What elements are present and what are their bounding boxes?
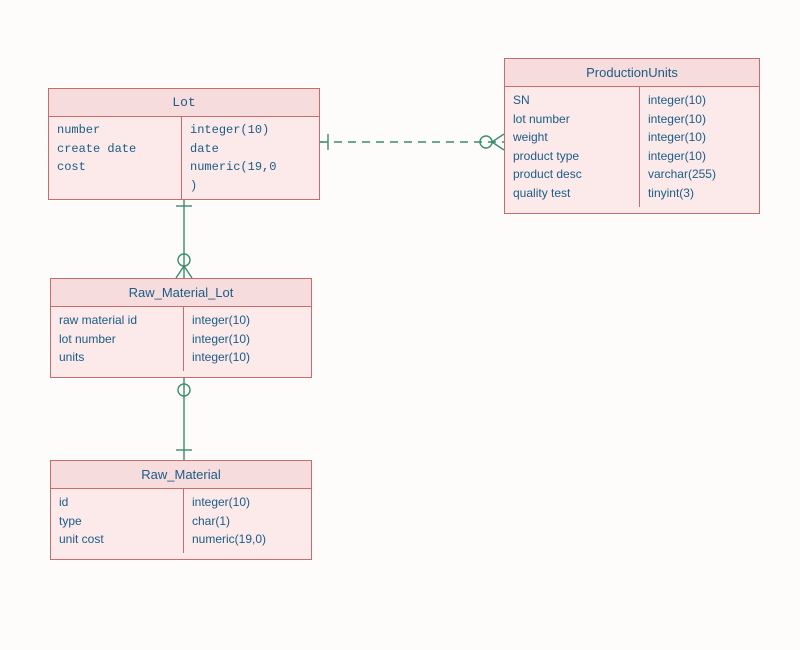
entity-title: ProductionUnits: [505, 59, 759, 87]
attr-type: integer(10): [192, 311, 303, 330]
attr-name: weight: [513, 128, 631, 147]
attr-name: type: [59, 512, 175, 531]
attr-type: integer(10): [648, 147, 751, 166]
attr-type: varchar(255): [648, 165, 751, 184]
attr-names-column: idtypeunit cost: [51, 489, 184, 553]
attr-types-column: integer(10)datenumeric(19,0): [182, 117, 319, 199]
attr-name: create date: [57, 140, 173, 159]
entity-title: Lot: [49, 89, 319, 117]
attr-name: units: [59, 348, 175, 367]
er-diagram-canvas: Lotnumbercreate datecostinteger(10)daten…: [0, 0, 800, 650]
entity-production-units: ProductionUnitsSNlot numberweightproduct…: [504, 58, 760, 214]
attr-name: lot number: [513, 110, 631, 129]
attr-names-column: raw material idlot numberunits: [51, 307, 184, 371]
attr-type: integer(10): [192, 330, 303, 349]
entity-body: SNlot numberweightproduct typeproduct de…: [505, 87, 759, 207]
attr-name: id: [59, 493, 175, 512]
attr-name: number: [57, 121, 173, 140]
attr-type: numeric(19,0: [190, 158, 311, 177]
entity-title: Raw_Material_Lot: [51, 279, 311, 307]
attr-type: integer(10): [190, 121, 311, 140]
attr-name: product desc: [513, 165, 631, 184]
entity-body: raw material idlot numberunitsinteger(10…: [51, 307, 311, 371]
attr-type: integer(10): [648, 91, 751, 110]
attr-name: quality test: [513, 184, 631, 203]
attr-name: unit cost: [59, 530, 175, 549]
attr-name: cost: [57, 158, 173, 177]
attr-type: integer(10): [648, 110, 751, 129]
entity-lot: Lotnumbercreate datecostinteger(10)daten…: [48, 88, 320, 200]
attr-names-column: numbercreate datecost: [49, 117, 182, 199]
attr-type: char(1): [192, 512, 303, 531]
entity-title: Raw_Material: [51, 461, 311, 489]
attr-type: numeric(19,0): [192, 530, 303, 549]
attr-type: date: [190, 140, 311, 159]
entity-body: idtypeunit costinteger(10)char(1)numeric…: [51, 489, 311, 553]
attr-types-column: integer(10)integer(10)integer(10)integer…: [640, 87, 759, 207]
attr-name: lot number: [59, 330, 175, 349]
attr-name: SN: [513, 91, 631, 110]
attr-type: integer(10): [648, 128, 751, 147]
attr-type: integer(10): [192, 493, 303, 512]
entity-body: numbercreate datecostinteger(10)datenume…: [49, 117, 319, 199]
attr-name: raw material id: [59, 311, 175, 330]
attr-type: tinyint(3): [648, 184, 751, 203]
attr-type: integer(10): [192, 348, 303, 367]
attr-types-column: integer(10)char(1)numeric(19,0): [184, 489, 311, 553]
attr-names-column: SNlot numberweightproduct typeproduct de…: [505, 87, 640, 207]
attr-name: product type: [513, 147, 631, 166]
attr-types-column: integer(10)integer(10)integer(10): [184, 307, 311, 371]
attr-type: ): [190, 177, 311, 196]
entity-raw-material-lot: Raw_Material_Lotraw material idlot numbe…: [50, 278, 312, 378]
entity-raw-material: Raw_Materialidtypeunit costinteger(10)ch…: [50, 460, 312, 560]
